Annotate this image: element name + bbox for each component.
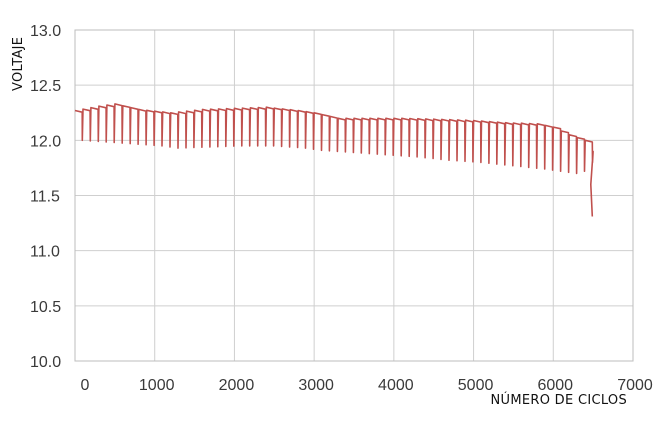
y-tick-label: 12.5 [30,78,61,95]
grid [74,29,634,362]
y-tick-label: 10.5 [30,299,61,316]
y-tick-label: 13.0 [30,23,61,40]
y-tick-label: 11.0 [30,244,60,261]
x-tick-label: 7000 [617,377,653,394]
x-tick-label: 5000 [458,377,494,394]
x-tick-label: 0 [81,377,90,394]
y-tick-label: 10.0 [30,354,61,371]
x-axis-title: NÚMERO DE CICLOS [491,392,627,408]
x-tick-label: 4000 [378,377,414,394]
tick-labels: 0 1000 2000 3000 4000 5000 6000 7000 10.0 10.5 11.… [30,23,653,394]
y-tick-label: 11.5 [30,189,60,206]
y-axis-title: VOLTAJE [11,37,26,91]
x-tick-label: 3000 [298,377,334,394]
x-tick-label: 2000 [219,377,255,394]
x-tick-label: 1000 [139,377,175,394]
y-tick-label: 12.0 [30,133,61,150]
voltage-line [74,103,594,217]
series-voltage [74,103,594,217]
plot-frame [74,29,634,362]
x-tick-label: 6000 [537,377,573,394]
